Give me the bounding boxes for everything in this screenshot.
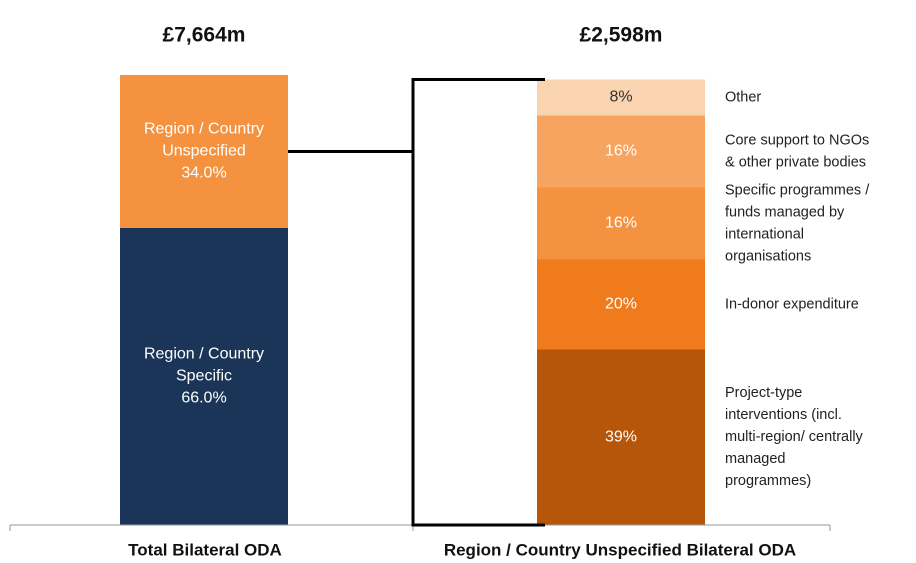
bar-segment	[537, 259, 705, 350]
segment-name: Region / Country	[144, 121, 264, 138]
segment-value-label: 16%	[605, 215, 637, 232]
segment-name: Specific programmes /	[725, 182, 870, 198]
bar-title: £7,664m	[163, 24, 246, 47]
segment-value-label: 39%	[605, 428, 637, 445]
bar-segment	[537, 79, 705, 116]
segment-name: Region / Country	[144, 346, 264, 363]
segment-value-label: 20%	[605, 296, 637, 313]
bar-segment	[120, 75, 288, 228]
segment-name: Unspecified	[162, 143, 246, 160]
segment-name: managed	[725, 451, 785, 467]
bar-segment	[120, 228, 288, 525]
connector	[288, 78, 545, 527]
segment-name: Project-type	[725, 385, 802, 401]
segment-name: international	[725, 226, 804, 242]
segment-name: Other	[725, 89, 761, 105]
segment-value-label: 66.0%	[181, 390, 226, 407]
segment-value-label: 16%	[605, 143, 637, 160]
segment-name: organisations	[725, 248, 811, 264]
segment-name: funds managed by	[725, 204, 845, 220]
bar-segment	[537, 349, 705, 525]
bar-title: £2,598m	[580, 24, 663, 47]
segment-name: multi-region/ centrally	[725, 429, 864, 445]
bar-segment	[537, 115, 705, 188]
bar-segment	[537, 187, 705, 260]
segment-name: Core support to NGOs	[725, 132, 869, 148]
segment-name: & other private bodies	[725, 154, 866, 170]
segment-value-label: 34.0%	[181, 165, 226, 182]
segment-name: Specific	[176, 368, 232, 385]
segment-name: programmes)	[725, 473, 811, 489]
segment-value-label: 8%	[609, 89, 632, 106]
segment-name: In-donor expenditure	[725, 296, 859, 312]
segment-name: interventions (incl.	[725, 407, 842, 423]
x-tick-label: Region / Country Unspecified Bilateral O…	[444, 540, 796, 559]
x-tick-label: Total Bilateral ODA	[128, 540, 282, 559]
